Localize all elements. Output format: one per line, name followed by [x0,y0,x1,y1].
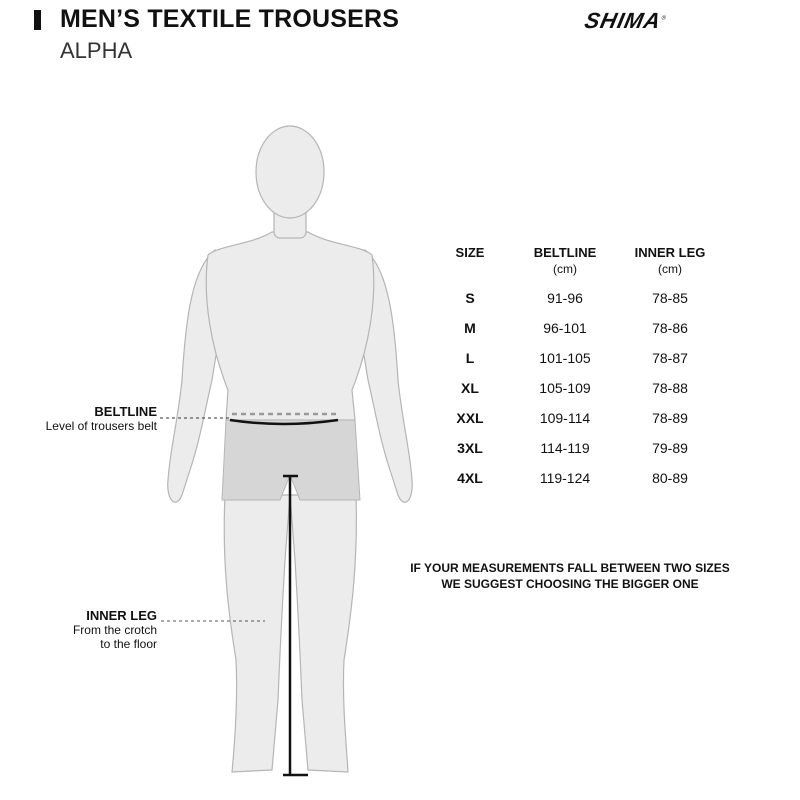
beltline-marker [229,418,339,426]
table-row: 3XL 114-119 79-89 [457,440,688,456]
torso [205,231,375,421]
header-inner-leg: INNER LEG (cm) [634,245,706,276]
title-bar-mark [34,10,41,30]
header-beltline: BELTLINE (cm) [533,245,597,276]
page-title: MEN’S TEXTILE TROUSERS [60,5,400,33]
right-leg [289,494,357,773]
header-size: SIZE [455,245,485,260]
table-row: S 91-96 78-85 [465,290,688,306]
inner-leg-label: INNER LEG From the crotch to the floor [72,608,157,652]
size-advice-note: IF YOUR MEASUREMENTS FALL BETWEEN TWO SI… [410,561,730,591]
page-subtitle: ALPHA [60,38,133,63]
shorts-area [221,419,361,501]
table-header-row: SIZE BELTLINE (cm) INNER LEG (cm) [435,245,715,283]
table-row: M 96-101 78-86 [464,320,688,336]
inner-leg-marker [283,474,308,777]
table-row: L 101-105 78-87 [465,350,688,366]
table-row: XXL 109-114 78-89 [456,410,688,426]
beltline-label: BELTLINE Level of trousers belt [45,404,157,434]
head [255,125,325,219]
table-row: XL 105-109 78-88 [461,380,688,396]
left-leg [223,494,291,773]
table-row: 4XL 119-124 80-89 [457,470,688,486]
size-table: SIZE BELTLINE (cm) INNER LEG (cm) S 91-96 78… [435,245,715,493]
